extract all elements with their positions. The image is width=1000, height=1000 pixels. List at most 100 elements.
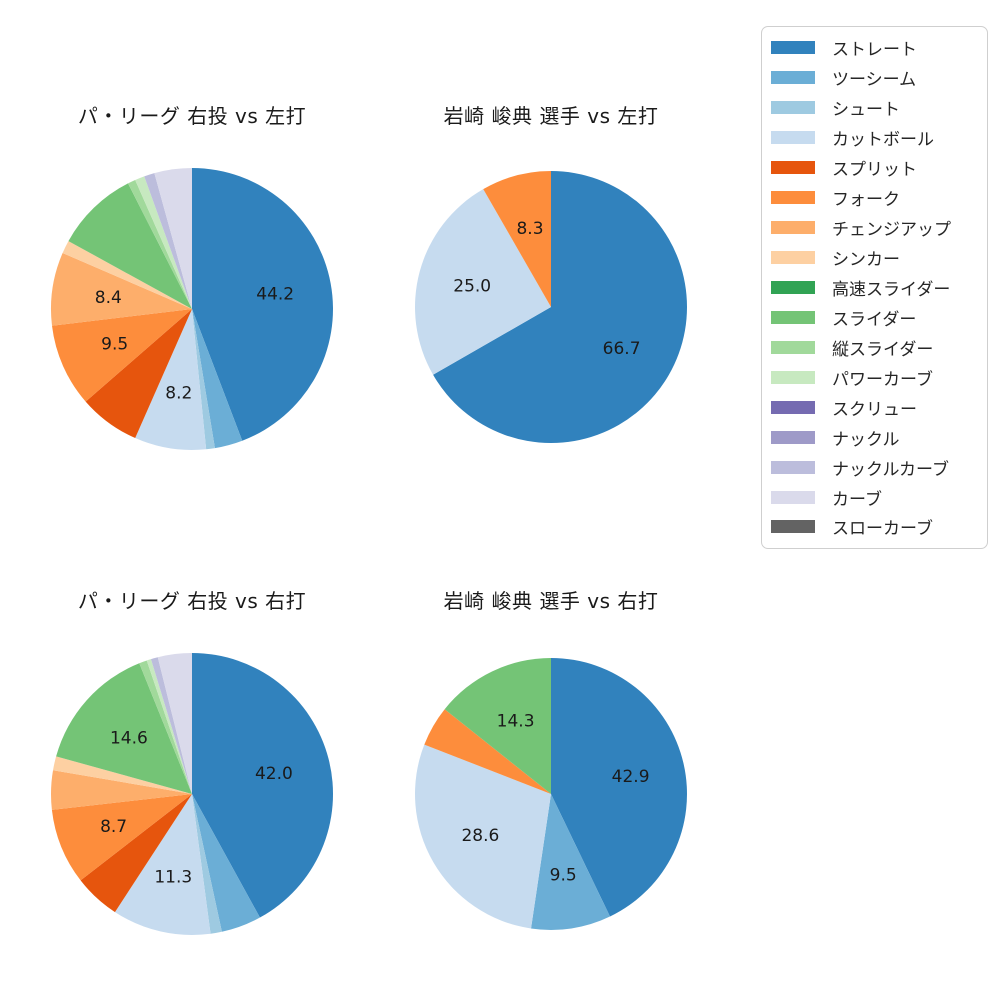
legend-item-knuckle-curve: ナックルカーブ bbox=[771, 452, 987, 482]
pie-chart-3-slice-sinker bbox=[53, 756, 192, 794]
pie-chart-1-slice-straight bbox=[192, 168, 333, 441]
pie-chart-1-slice-power-curve bbox=[135, 176, 192, 309]
legend-swatch-sinker bbox=[771, 251, 815, 265]
chart1-title: パ・リーグ 右投 vs 左打 bbox=[77, 104, 307, 128]
legend-swatch-slow-curve bbox=[771, 520, 815, 534]
pie-chart-1-slice-fork bbox=[52, 309, 192, 402]
legend-label-vertical-slider: 縦スライダー bbox=[832, 339, 934, 360]
legend-label-slider: スライダー bbox=[832, 309, 917, 330]
pie-chart-1-slice-cutball bbox=[135, 309, 207, 451]
legend-item-screw: スクリュー bbox=[771, 392, 987, 422]
pie-chart-4-slice-cutball bbox=[415, 744, 551, 929]
pie-chart-1: 44.2 8.2 9.5 8.4 bbox=[50, 168, 333, 451]
legend-item-fork: フォーク bbox=[771, 183, 987, 213]
pie-chart-4-label-two-seam: 9.5 bbox=[550, 866, 577, 886]
pie-chart-1-slice-sinker bbox=[62, 241, 192, 309]
pie-chart-4: 42.9 9.5 28.6 14.3 bbox=[415, 658, 687, 930]
pie-chart-1-label-straight: 44.2 bbox=[256, 285, 294, 305]
pie-chart-4-slice-slider bbox=[444, 658, 551, 794]
legend-item-slider: スライダー bbox=[771, 302, 987, 332]
legend-swatch-high-speed-slider bbox=[771, 280, 815, 294]
pie-chart-4-slice-straight bbox=[551, 658, 687, 917]
legend-swatch-knuckle-curve bbox=[771, 460, 815, 474]
legend-label-high-speed-slider: 高速スライダー bbox=[832, 279, 951, 300]
pie-chart-3-slice-split bbox=[80, 794, 192, 913]
legend-label-cutball: カットボール bbox=[832, 130, 934, 151]
pie-chart-1-slice-knuckle-curve bbox=[144, 173, 192, 309]
pie-chart-2-slice-fork bbox=[483, 171, 551, 307]
legend-swatch-fork bbox=[771, 191, 815, 205]
pie-chart-1-slice-curve bbox=[154, 168, 192, 309]
pie-chart-1-slice-slider bbox=[68, 183, 192, 309]
legend-label-split: スプリット bbox=[832, 160, 917, 181]
pie-chart-3-label-slider: 14.6 bbox=[110, 729, 148, 749]
pie-chart-1-slice-vertical-slider bbox=[127, 179, 192, 309]
legend-label-knuckle-curve: ナックルカーブ bbox=[832, 459, 949, 480]
legend-item-cutball: カットボール bbox=[771, 123, 987, 153]
pie-chart-3-slice-curve bbox=[157, 653, 192, 794]
legend-label-two-seam: ツーシーム bbox=[832, 70, 917, 91]
legend-swatch-vertical-slider bbox=[771, 340, 815, 354]
legend-swatch-screw bbox=[771, 400, 815, 414]
legend-swatch-split bbox=[771, 161, 815, 175]
legend-item-changeup: チェンジアップ bbox=[771, 213, 987, 243]
legend-item-shuuto: シュート bbox=[771, 93, 987, 123]
legend-label-sinker: シンカー bbox=[832, 250, 900, 271]
legend-swatch-shuuto bbox=[771, 101, 815, 115]
legend-swatch-straight bbox=[771, 41, 815, 55]
legend-item-split: スプリット bbox=[771, 153, 987, 183]
pie-chart-3-slice-cutball bbox=[114, 794, 211, 935]
pie-chart-3-slice-changeup bbox=[50, 770, 193, 810]
legend-label-slow-curve: スローカーブ bbox=[832, 519, 933, 540]
legend-item-curve: カーブ bbox=[771, 482, 987, 512]
pie-chart-3-slice-two-seam bbox=[192, 794, 260, 932]
pie-chart-4-label-cutball: 28.6 bbox=[461, 826, 499, 846]
pie-chart-3-label-fork: 8.7 bbox=[100, 817, 127, 837]
pie-chart-1-slice-shuuto bbox=[192, 309, 215, 450]
legend-swatch-power-curve bbox=[771, 370, 815, 384]
legend-label-shuuto: シュート bbox=[832, 100, 900, 121]
pie-chart-2-label-straight: 66.7 bbox=[603, 339, 641, 359]
legend-item-vertical-slider: 縦スライダー bbox=[771, 332, 987, 362]
pie-chart-1-slice-two-seam bbox=[192, 309, 243, 449]
pie-chart-3-label-straight: 42.0 bbox=[255, 764, 293, 784]
legend-label-knuckle: ナックル bbox=[832, 429, 900, 450]
legend-box: ストレートツーシームシュートカットボール スプリットフォークチェンジアップ シンカー… bbox=[761, 26, 988, 549]
legend-label-straight: ストレート bbox=[832, 40, 917, 61]
legend-item-slow-curve: スローカーブ bbox=[771, 512, 987, 542]
pie-chart-3-slice-straight bbox=[192, 653, 334, 918]
legend-swatch-slider bbox=[771, 310, 815, 324]
pie-chart-2-slice-cutball bbox=[415, 189, 551, 375]
pie-chart-3: 42.0 11.3 8.7 14.6 bbox=[50, 653, 334, 935]
pie-chart-3-slice-slider bbox=[56, 663, 192, 794]
legend-item-high-speed-slider: 高速スライダー bbox=[771, 273, 987, 303]
pie-chart-1-label-changeup: 8.4 bbox=[95, 288, 122, 308]
legend-swatch-changeup bbox=[771, 221, 815, 235]
legend-item-two-seam: ツーシーム bbox=[771, 63, 987, 93]
pie-chart-3-slice-power-curve bbox=[146, 659, 192, 794]
legend-item-power-curve: パワーカーブ bbox=[771, 362, 987, 392]
legend-swatch-two-seam bbox=[771, 71, 815, 85]
legend-item-sinker: シンカー bbox=[771, 243, 987, 273]
pie-chart-4-label-straight: 42.9 bbox=[612, 767, 650, 787]
pie-chart-1-slice-changeup bbox=[50, 253, 192, 326]
legend-item-knuckle: ナックル bbox=[771, 422, 987, 452]
legend-swatch-knuckle bbox=[771, 430, 815, 444]
pie-chart-2: 66.7 25.0 8.3 bbox=[415, 171, 688, 443]
pie-chart-3-slice-fork bbox=[51, 794, 193, 881]
pie-chart-3-slice-knuckle-curve bbox=[150, 657, 192, 794]
legend-item-straight: ストレート bbox=[771, 33, 987, 63]
pie-chart-1-label-fork: 9.5 bbox=[101, 334, 128, 354]
legend-swatch-cutball bbox=[771, 131, 815, 145]
pie-chart-2-slice-straight bbox=[433, 171, 688, 443]
pie-chart-3-slice-vertical-slider bbox=[139, 660, 192, 794]
chart3-title: パ・リーグ 右投 vs 右打 bbox=[77, 589, 307, 613]
legend-label-fork: フォーク bbox=[832, 190, 900, 211]
legend-label-screw: スクリュー bbox=[832, 399, 917, 420]
legend-label-curve: カーブ bbox=[832, 489, 882, 510]
chart2-title: 岩崎 峻典 選手 vs 左打 bbox=[443, 104, 659, 128]
chart4-title: 岩崎 峻典 選手 vs 右打 bbox=[443, 589, 659, 613]
pie-chart-4-slice-fork bbox=[424, 709, 551, 794]
pie-chart-1-label-cutball: 8.2 bbox=[165, 384, 192, 404]
legend-label-changeup: チェンジアップ bbox=[832, 220, 951, 241]
